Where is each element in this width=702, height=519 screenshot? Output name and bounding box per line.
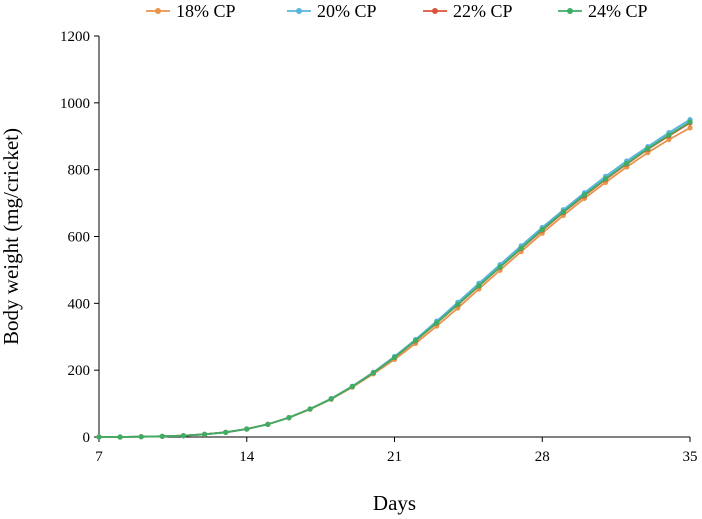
data-point: [645, 146, 651, 152]
legend-label: 20% CP: [317, 1, 377, 21]
y-tick-label: 1000: [60, 96, 90, 112]
data-point: [244, 426, 250, 432]
x-axis-title: Days: [373, 491, 416, 515]
data-point: [413, 337, 419, 344]
series-line: [99, 122, 691, 438]
data-point: [349, 383, 355, 390]
data-point: [497, 264, 503, 270]
data-point: [581, 192, 588, 198]
data-point: [201, 431, 208, 437]
data-point: [307, 406, 313, 412]
data-point: [476, 283, 482, 289]
data-point: [666, 136, 672, 143]
legend-marker: [155, 8, 161, 14]
series-20-cp: [96, 116, 693, 440]
x-tick-label: 21: [387, 449, 402, 465]
data-point: [687, 125, 693, 131]
data-point: [328, 396, 334, 402]
legend: 18% CP 20% CP 22% CP 24% CP: [146, 1, 648, 21]
data-point: [602, 176, 609, 182]
data-point: [180, 433, 187, 439]
y-tick-label: 400: [68, 296, 91, 312]
legend-item: 18% CP: [146, 1, 236, 21]
series-24-cp: [96, 119, 693, 440]
y-axis-title: Body weight (mg/cricket): [0, 128, 23, 345]
x-tick-label: 28: [535, 449, 550, 465]
series-22-cp: [96, 120, 693, 440]
data-point: [518, 245, 524, 251]
legend-item: 22% CP: [423, 1, 513, 21]
data-point: [117, 434, 123, 440]
series-group: [96, 116, 693, 440]
legend-label: 18% CP: [176, 1, 236, 21]
y-tick-label: 600: [68, 230, 91, 246]
series-line: [99, 127, 691, 438]
legend-label: 24% CP: [588, 1, 648, 21]
x-tick-label: 7: [95, 449, 103, 465]
data-point: [391, 354, 398, 361]
y-tick-label: 0: [83, 430, 91, 446]
data-point: [455, 301, 461, 307]
legend-item: 24% CP: [558, 1, 648, 21]
x-tick-label: 35: [683, 449, 698, 465]
legend-marker: [296, 8, 302, 14]
y-tick-label: 1200: [60, 29, 90, 45]
y-axis-ticks: 0 200 400 600 800 1000 1200: [60, 29, 99, 446]
x-tick-label: 14: [239, 449, 255, 465]
data-point: [687, 119, 693, 125]
data-point: [96, 434, 102, 440]
y-tick-label: 800: [68, 163, 91, 179]
series-line: [99, 118, 691, 438]
series-line: [99, 121, 691, 438]
y-tick-label: 200: [68, 363, 91, 379]
data-point: [286, 415, 292, 421]
data-point: [265, 421, 271, 427]
data-point: [624, 160, 630, 166]
data-point: [539, 226, 545, 233]
data-point: [434, 320, 440, 326]
x-axis-ticks: 7 14 21 28 35: [95, 437, 698, 465]
data-point: [666, 132, 672, 138]
legend-label: 22% CP: [453, 1, 513, 21]
data-point: [560, 209, 566, 215]
data-point: [370, 370, 376, 376]
series-18-cp: [96, 125, 693, 440]
data-point: [223, 429, 229, 435]
data-point: [138, 434, 144, 440]
legend-marker: [567, 8, 573, 14]
data-point: [159, 433, 165, 439]
legend-item: 20% CP: [287, 1, 377, 21]
legend-marker: [432, 8, 438, 14]
